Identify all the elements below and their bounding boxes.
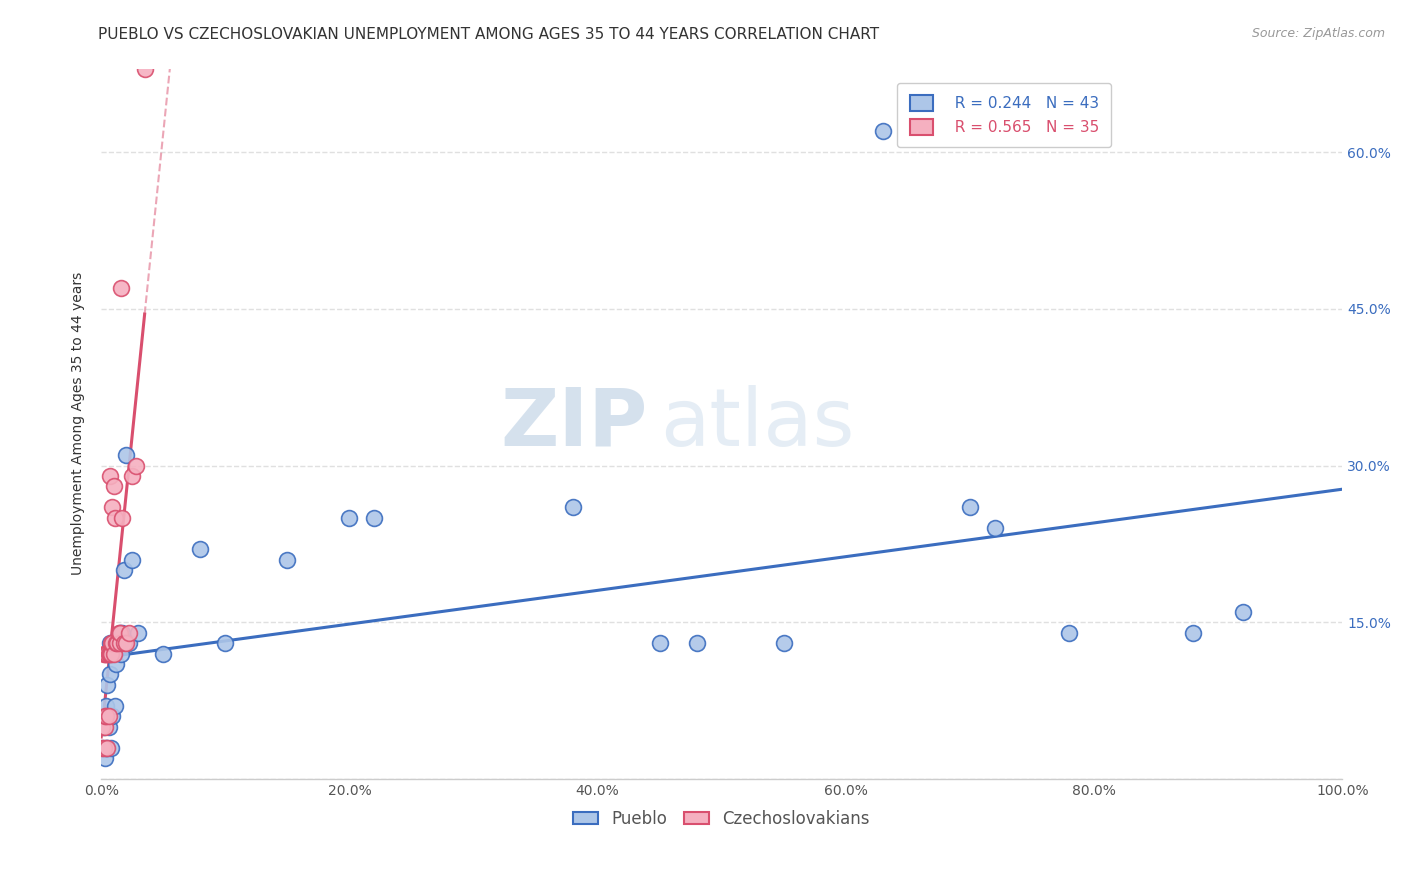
- Point: [107, 625, 129, 640]
- Point: [105, 636, 128, 650]
- Point: [98, 647, 121, 661]
- Point: [959, 500, 981, 515]
- Point: [100, 647, 122, 661]
- Point: [105, 636, 128, 650]
- Point: [121, 469, 143, 483]
- Text: atlas: atlas: [659, 384, 853, 463]
- Point: [339, 510, 361, 524]
- Point: [110, 647, 132, 661]
- Legend: Pueblo, Czechoslovakians: Pueblo, Czechoslovakians: [567, 803, 877, 835]
- Point: [97, 647, 120, 661]
- Point: [94, 720, 117, 734]
- Point: [276, 552, 298, 566]
- Point: [112, 636, 135, 650]
- Point: [363, 510, 385, 524]
- Point: [110, 281, 132, 295]
- Point: [96, 698, 118, 713]
- Point: [94, 709, 117, 723]
- Point: [108, 625, 131, 640]
- Point: [1182, 625, 1205, 640]
- Point: [103, 647, 125, 661]
- Point: [96, 647, 118, 661]
- Point: [96, 709, 118, 723]
- Point: [104, 510, 127, 524]
- Point: [94, 647, 117, 661]
- Point: [100, 740, 122, 755]
- Point: [1057, 625, 1080, 640]
- Point: [115, 636, 138, 650]
- Point: [984, 521, 1007, 535]
- Point: [91, 740, 114, 755]
- Point: [103, 479, 125, 493]
- Point: [127, 625, 149, 640]
- Point: [101, 709, 124, 723]
- Point: [96, 740, 118, 755]
- Point: [111, 625, 134, 640]
- Point: [96, 678, 118, 692]
- Point: [561, 500, 583, 515]
- Point: [93, 740, 115, 755]
- Point: [134, 62, 156, 76]
- Point: [98, 469, 121, 483]
- Point: [100, 636, 122, 650]
- Point: [190, 542, 212, 557]
- Point: [648, 636, 671, 650]
- Point: [104, 698, 127, 713]
- Point: [96, 740, 118, 755]
- Point: [96, 740, 118, 755]
- Point: [107, 636, 129, 650]
- Point: [115, 448, 138, 462]
- Point: [97, 709, 120, 723]
- Text: ZIP: ZIP: [501, 384, 647, 463]
- Point: [96, 647, 118, 661]
- Point: [108, 636, 131, 650]
- Point: [111, 510, 134, 524]
- Point: [152, 647, 174, 661]
- Y-axis label: Unemployment Among Ages 35 to 44 years: Unemployment Among Ages 35 to 44 years: [72, 272, 86, 575]
- Point: [686, 636, 709, 650]
- Point: [93, 647, 115, 661]
- Point: [872, 124, 894, 138]
- Point: [93, 720, 115, 734]
- Point: [97, 720, 120, 734]
- Point: [100, 647, 122, 661]
- Point: [117, 625, 139, 640]
- Point: [214, 636, 236, 650]
- Point: [117, 636, 139, 650]
- Point: [121, 552, 143, 566]
- Text: PUEBLO VS CZECHOSLOVAKIAN UNEMPLOYMENT AMONG AGES 35 TO 44 YEARS CORRELATION CHA: PUEBLO VS CZECHOSLOVAKIAN UNEMPLOYMENT A…: [98, 27, 880, 42]
- Point: [98, 667, 121, 681]
- Point: [101, 500, 124, 515]
- Point: [91, 740, 114, 755]
- Point: [91, 720, 114, 734]
- Point: [1232, 605, 1254, 619]
- Text: Source: ZipAtlas.com: Source: ZipAtlas.com: [1251, 27, 1385, 40]
- Point: [98, 636, 121, 650]
- Point: [108, 625, 131, 640]
- Point: [772, 636, 794, 650]
- Point: [112, 563, 135, 577]
- Point: [94, 751, 117, 765]
- Point: [101, 636, 124, 650]
- Point: [125, 458, 148, 473]
- Point: [94, 709, 117, 723]
- Point: [103, 647, 125, 661]
- Point: [105, 657, 128, 671]
- Point: [105, 636, 128, 650]
